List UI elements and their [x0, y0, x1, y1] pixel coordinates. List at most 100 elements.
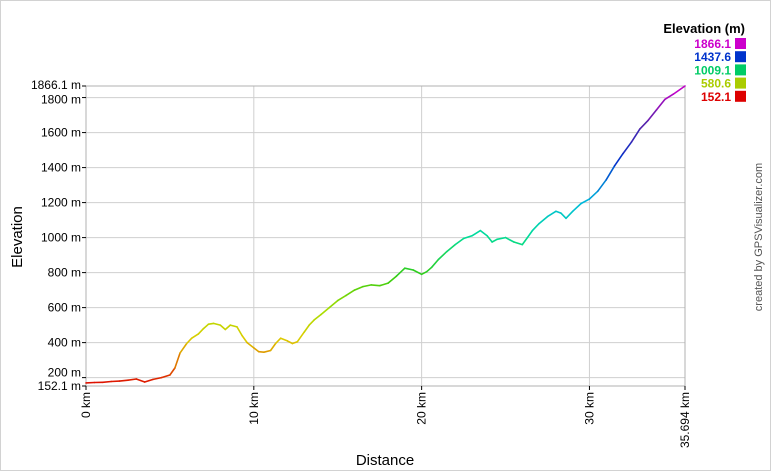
profile-segment [241, 334, 248, 344]
legend-entry-label: 580.6 [701, 77, 731, 91]
grid [85, 85, 686, 387]
profile-segment [291, 340, 299, 345]
profile-segment [202, 323, 210, 330]
profile-segment [263, 349, 272, 354]
y-tick-label: 1800 m [41, 93, 81, 107]
profile-segment [279, 337, 289, 342]
profile-segment [313, 313, 322, 321]
profile-segment [630, 128, 641, 143]
profile-segment [638, 119, 650, 130]
profile-segment [412, 269, 423, 276]
profile-segment [613, 152, 624, 167]
legend-title: Elevation (m) [663, 21, 745, 36]
profile-segment [486, 235, 493, 243]
y-tick-label: 800 m [48, 266, 81, 280]
profile-segment [296, 331, 306, 343]
y-tick-label: 200 m [48, 366, 81, 380]
profile-segment [303, 324, 311, 333]
profile-segment [445, 243, 457, 253]
profile-segment [328, 299, 339, 309]
profile-segment [395, 267, 406, 277]
profile-segment [212, 322, 222, 326]
profile-segment [174, 352, 181, 369]
profile-segment [403, 267, 415, 271]
y-tick-label: 152.1 m [38, 379, 81, 393]
profile-segment [555, 210, 562, 214]
profile-segment [588, 190, 599, 200]
profile-segment [491, 238, 498, 243]
x-tick-label: 30 km [582, 392, 596, 425]
profile-segment [430, 258, 440, 269]
legend-swatch [735, 77, 746, 89]
profile-segment [420, 270, 428, 276]
profile-segment [571, 202, 582, 213]
profile-segment [605, 165, 616, 181]
profile-segment [152, 376, 163, 381]
profile-segment [236, 326, 243, 337]
x-tick-label: 0 km [79, 392, 93, 418]
x-tick-label: 10 km [247, 392, 261, 425]
y-tick-label: 1400 m [41, 161, 81, 175]
elevation-profile-line [85, 85, 686, 384]
profile-segment [224, 324, 232, 331]
legend-swatch [735, 51, 746, 63]
legend-entry-label: 152.1 [701, 90, 731, 104]
profile-segment [185, 337, 193, 345]
legend-swatch [735, 90, 746, 102]
profile-segment [169, 367, 176, 376]
profile-segment [454, 237, 465, 246]
profile-segment [320, 306, 331, 316]
profile-segment [580, 198, 591, 205]
profile-segment [253, 347, 260, 353]
profile-segment [496, 236, 507, 241]
legend-entry-label: 1009.1 [694, 63, 731, 77]
plot-area [85, 85, 686, 387]
profile-segment [257, 350, 265, 354]
profile-segment [274, 337, 282, 345]
y-tick-label: 600 m [48, 301, 81, 315]
profile-segment [521, 236, 529, 246]
profile-segment [197, 327, 205, 335]
profile-segment [672, 85, 686, 95]
profile-segment [471, 229, 482, 237]
profile-segment [207, 322, 215, 326]
legend-entry-label: 1437.6 [694, 50, 731, 64]
x-axis-label: Distance [356, 452, 414, 469]
profile-segment [425, 266, 433, 273]
legend: Elevation (m) 1866.11437.61009.1580.6152… [663, 21, 746, 104]
y-tick-label: 1866.1 m [31, 78, 81, 92]
profile-segment [526, 229, 534, 239]
profile-segment [308, 319, 316, 326]
profile-segment [596, 179, 608, 192]
y-axis-label: Elevation [9, 206, 26, 268]
profile-segment [655, 98, 666, 111]
legend-swatch [735, 64, 746, 76]
y-tick-label: 1000 m [41, 231, 81, 245]
profile-segment [378, 282, 389, 287]
profile-segment [135, 378, 146, 383]
y-tick-label: 1600 m [41, 126, 81, 140]
profile-segment [353, 285, 364, 291]
profile-segment [565, 210, 574, 220]
profile-segment [538, 215, 549, 225]
profile-segment [546, 210, 557, 218]
profile-segment [479, 229, 488, 237]
x-tick-label: 35.694 km [678, 392, 692, 448]
profile-segment [336, 294, 347, 302]
profile-segment [387, 275, 398, 284]
x-tick-label: 20 km [415, 392, 429, 425]
profile-segment [647, 109, 658, 122]
profile-segment [513, 241, 524, 246]
profile-segment [622, 141, 633, 155]
profile-segment [246, 341, 255, 349]
profile-segment [118, 379, 129, 382]
profile-segment [462, 235, 473, 240]
profile-segment [504, 236, 515, 243]
y-tick-label: 1200 m [41, 196, 81, 210]
profile-segment [664, 93, 675, 101]
profile-segment [160, 374, 171, 379]
profile-segment [345, 289, 356, 297]
